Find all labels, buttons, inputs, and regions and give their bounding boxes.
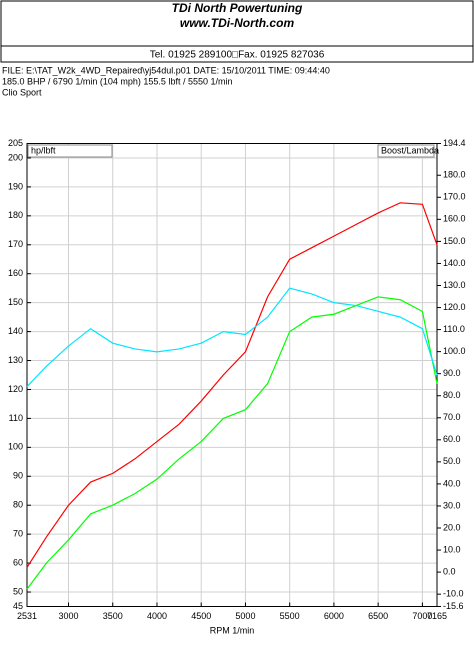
y2-tick-label: 60.0 [443,434,461,444]
y-tick-label: 60 [13,557,23,567]
y-tick-label: 150 [8,297,23,307]
y-tick-label: 45 [13,601,23,611]
header-website: www.TDi-North.com [180,16,295,30]
y2-tick-label: 140.0 [443,258,466,268]
header-title: TDi North Powertuning [172,1,303,15]
y-tick-label: 50 [13,586,23,596]
series-line [26,296,438,590]
y-tick-label: 140 [8,326,23,336]
plot-frame [26,143,438,607]
file-line: FILE: E:\TAT_W2k_4WD_Repaired\yj54dul.p0… [2,65,330,75]
y-tick-label: 90 [13,471,23,481]
series-line [26,287,438,387]
y-tick-label: 70 [13,529,23,539]
y-tick-label: 200 [8,152,23,162]
y2-tick-label: 30.0 [443,500,461,510]
y2-tick-label: 120.0 [443,302,466,312]
x-tick-label: 7165 [427,611,447,621]
x-tick-label: 4000 [147,611,167,621]
y-tick-label: 130 [8,355,23,365]
y2-tick-label: 110.0 [443,324,465,334]
right-legend-box [377,144,435,158]
left-legend-box [27,144,113,158]
y2-tick-label: 50.0 [443,456,461,466]
series-line [26,202,438,568]
y2-tick-label: 160.0 [443,214,466,224]
y2-tick-label: -10.0 [443,589,464,599]
result-line: 185.0 BHP / 6790 1/min (104 mph) 155.5 l… [2,76,232,86]
y2-tick-label: 150.0 [443,236,466,246]
y2-tick-label: 20.0 [443,522,461,532]
y2-tick-label: 70.0 [443,412,461,422]
left-box-label: hp/lbft [31,145,56,155]
x-axis-label: RPM 1/min [210,625,255,635]
x-tick-label: 7000 [412,611,432,621]
x-tick-label: 6000 [324,611,344,621]
y2-tick-label: 180.0 [443,170,466,180]
x-tick-label: 5500 [280,611,300,621]
y-tick-label: 80 [13,500,23,510]
x-tick-label: 2531 [17,611,37,621]
x-tick-label: 3000 [58,611,78,621]
y2-tick-label: 10.0 [443,544,461,554]
y-tick-label: 100 [8,442,23,452]
header-box [0,0,474,63]
right-box-label: Boost/Lambda [381,145,439,155]
y-tick-label: 160 [8,268,23,278]
y2-tick-label: 130.0 [443,280,466,290]
y2-tick-label: 80.0 [443,390,461,400]
y2-tick-label: -15.6 [443,601,464,611]
y-tick-label: 180 [8,210,23,220]
x-tick-label: 6500 [368,611,388,621]
y-tick-label: 190 [8,181,23,191]
x-tick-label: 5000 [235,611,255,621]
y2-tick-label: 170.0 [443,192,466,202]
y-tick-label: 110 [9,413,23,423]
y-tick-label: 205 [8,138,23,148]
header-contact: Tel. 01925 289100□Fax. 01925 827036 [150,50,325,61]
car-name: Clio Sport [2,87,42,97]
y2-tick-label: 0.0 [443,566,456,576]
y-tick-label: 170 [8,239,23,249]
x-tick-label: 3500 [103,611,123,621]
x-tick-label: 4500 [191,611,211,621]
y-tick-label: 120 [8,384,23,394]
y2-tick-label: 194.4 [443,138,466,148]
y2-tick-label: 90.0 [443,368,461,378]
y2-tick-label: 40.0 [443,478,461,488]
y2-tick-label: 100.0 [443,346,466,356]
